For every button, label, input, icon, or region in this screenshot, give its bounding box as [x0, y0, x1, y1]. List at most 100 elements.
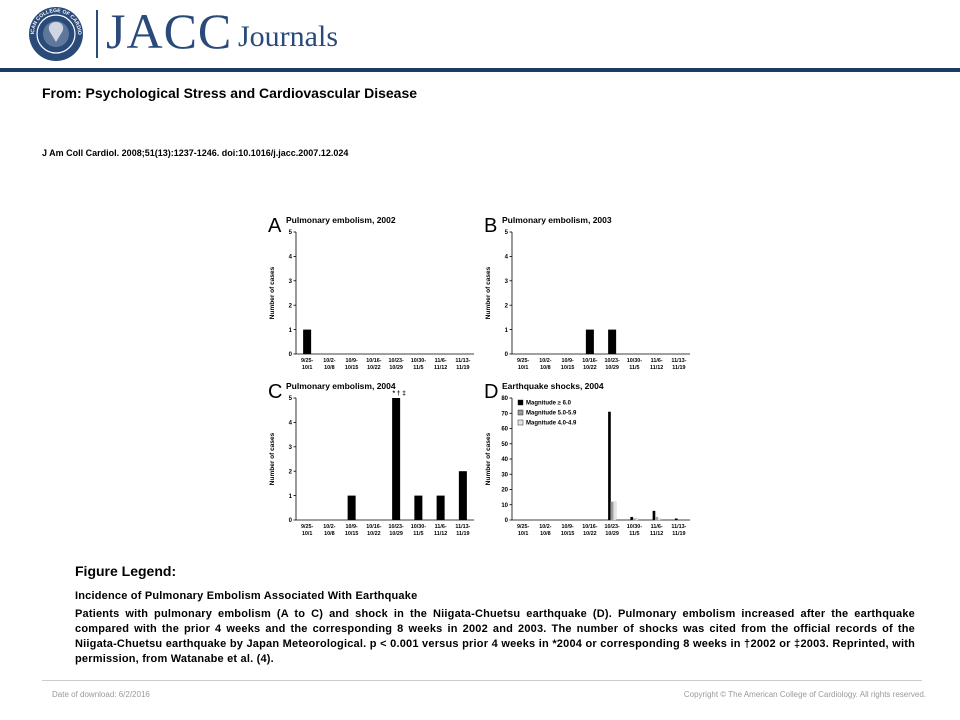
x-tick-label: 10/9- [561, 524, 573, 530]
y-tick-label: 1 [289, 328, 293, 334]
legend-entry: Magnitude ≥ 6.0 [526, 401, 572, 407]
y-tick-label: 4 [289, 421, 293, 427]
x-tick-label: 10/15 [561, 365, 575, 371]
x-tick-label: 10/8 [540, 365, 551, 371]
bar [635, 518, 639, 521]
bar [652, 510, 656, 520]
x-tick-label: 10/30- [411, 524, 426, 530]
x-tick-label: 11/13- [455, 524, 470, 530]
chart-panel-d: D Earthquake shocks, 2004 Number of cases 0… [484, 381, 690, 537]
chart-title: Pulmonary embolism, 2003 [502, 215, 612, 225]
bar [347, 495, 356, 520]
download-date: Date of download: 6/2/2016 [52, 690, 150, 699]
x-tick-label: 10/2- [323, 524, 335, 530]
y-tick-label: 3 [289, 279, 293, 285]
x-tick-label: 10/9- [345, 524, 357, 530]
x-tick-label: 11/12 [650, 531, 663, 537]
bar [414, 495, 423, 520]
x-tick-label: 10/8 [324, 365, 335, 371]
college-seal-icon: AMERICAN COLLEGE OF CARDIOLOGY [28, 6, 83, 61]
x-tick-label: 10/15 [561, 531, 575, 537]
chart-title: Pulmonary embolism, 2004 [286, 381, 396, 391]
x-tick-label: 11/19 [456, 365, 469, 371]
x-tick-label: 10/30- [411, 358, 426, 364]
y-tick-label: 2 [505, 303, 509, 309]
y-tick-label: 5 [289, 230, 293, 236]
x-tick-label: 10/9- [561, 358, 573, 364]
x-tick-label: 11/12 [434, 531, 447, 537]
footer-divider [42, 680, 922, 681]
x-tick-label: 10/23- [388, 358, 403, 364]
x-tick-label: 10/29 [605, 531, 619, 537]
bar [632, 518, 636, 521]
bar [608, 329, 617, 354]
y-tick-label: 40 [501, 457, 508, 463]
panel-letter: A [268, 215, 282, 237]
x-tick-label: 10/23- [604, 524, 619, 530]
legend-entry: Magnitude 4.0-4.9 [526, 421, 577, 427]
x-tick-label: 10/2- [539, 524, 551, 530]
x-tick-label: 10/8 [540, 531, 551, 537]
x-tick-label: 10/22 [583, 531, 597, 537]
x-tick-label: 10/1 [518, 531, 529, 537]
x-tick-label: 10/22 [367, 365, 381, 371]
panel-letter: C [268, 381, 282, 403]
x-tick-label: 11/5 [413, 365, 423, 371]
panel-letter: D [484, 381, 498, 403]
y-axis-label: Number of cases [485, 266, 492, 319]
y-tick-label: 1 [505, 328, 509, 334]
x-tick-label: 11/19 [456, 531, 469, 537]
figure-legend-body: Patients with pulmonary embolism (A to C… [75, 608, 915, 665]
x-tick-label: 10/16- [582, 524, 597, 530]
x-tick-label: 9/25- [301, 524, 313, 530]
x-tick-label: 11/13- [455, 358, 470, 364]
figure-legend-heading: Incidence of Pulmonary Embolism Associat… [75, 590, 418, 602]
chart-panel-c: C Pulmonary embolism, 2004 Number of cases… [268, 381, 474, 537]
y-tick-label: 70 [501, 411, 508, 417]
x-tick-label: 10/22 [583, 365, 597, 371]
legend-entry: Magnitude 5.0-5.9 [526, 411, 577, 417]
x-tick-label: 10/1 [302, 531, 313, 537]
x-tick-label: 10/15 [345, 531, 359, 537]
figure-charts: A Pulmonary embolism, 2002 Number of cases… [268, 215, 690, 537]
x-tick-label: 11/6- [435, 524, 447, 530]
x-tick-label: 9/25- [301, 358, 313, 364]
panel-letter: B [484, 215, 497, 237]
x-tick-label: 11/6- [435, 358, 447, 364]
y-tick-label: 2 [289, 469, 293, 475]
x-tick-label: 11/19 [672, 365, 685, 371]
significance-markers: * † ‡ [392, 390, 406, 397]
x-tick-label: 10/29 [605, 365, 619, 371]
x-tick-label: 10/23- [388, 524, 403, 530]
x-tick-label: 10/15 [345, 365, 359, 371]
bar [585, 329, 594, 354]
x-tick-label: 10/1 [518, 365, 529, 371]
journal-header: AMERICAN COLLEGE OF CARDIOLOGY JACC Jour… [0, 0, 960, 68]
journal-logo-subtitle: Journals [238, 20, 338, 53]
y-tick-label: 50 [501, 442, 508, 448]
y-tick-label: 5 [289, 396, 293, 402]
bar [674, 518, 678, 520]
y-tick-label: 0 [505, 352, 509, 358]
x-tick-label: 11/5 [413, 531, 423, 537]
header-bar [0, 68, 960, 72]
y-tick-label: 80 [501, 396, 508, 402]
y-tick-label: 0 [505, 518, 509, 524]
x-tick-label: 11/6- [651, 358, 663, 364]
y-tick-label: 3 [505, 279, 509, 285]
article-title: From: Psychological Stress and Cardiovas… [42, 85, 418, 101]
y-tick-label: 3 [289, 445, 293, 451]
x-tick-label: 10/8 [324, 531, 335, 537]
chart-title: Pulmonary embolism, 2002 [286, 215, 396, 225]
x-tick-label: 11/5 [629, 365, 639, 371]
y-tick-label: 2 [289, 303, 293, 309]
y-tick-label: 4 [505, 255, 509, 261]
y-tick-label: 1 [289, 494, 293, 500]
y-tick-label: 10 [501, 503, 508, 509]
x-tick-label: 10/1 [302, 365, 313, 371]
legend-swatch [517, 399, 524, 406]
x-tick-label: 10/22 [367, 531, 381, 537]
y-tick-label: 4 [289, 255, 293, 261]
x-tick-label: 10/2- [539, 358, 551, 364]
x-tick-label: 10/16- [582, 358, 597, 364]
